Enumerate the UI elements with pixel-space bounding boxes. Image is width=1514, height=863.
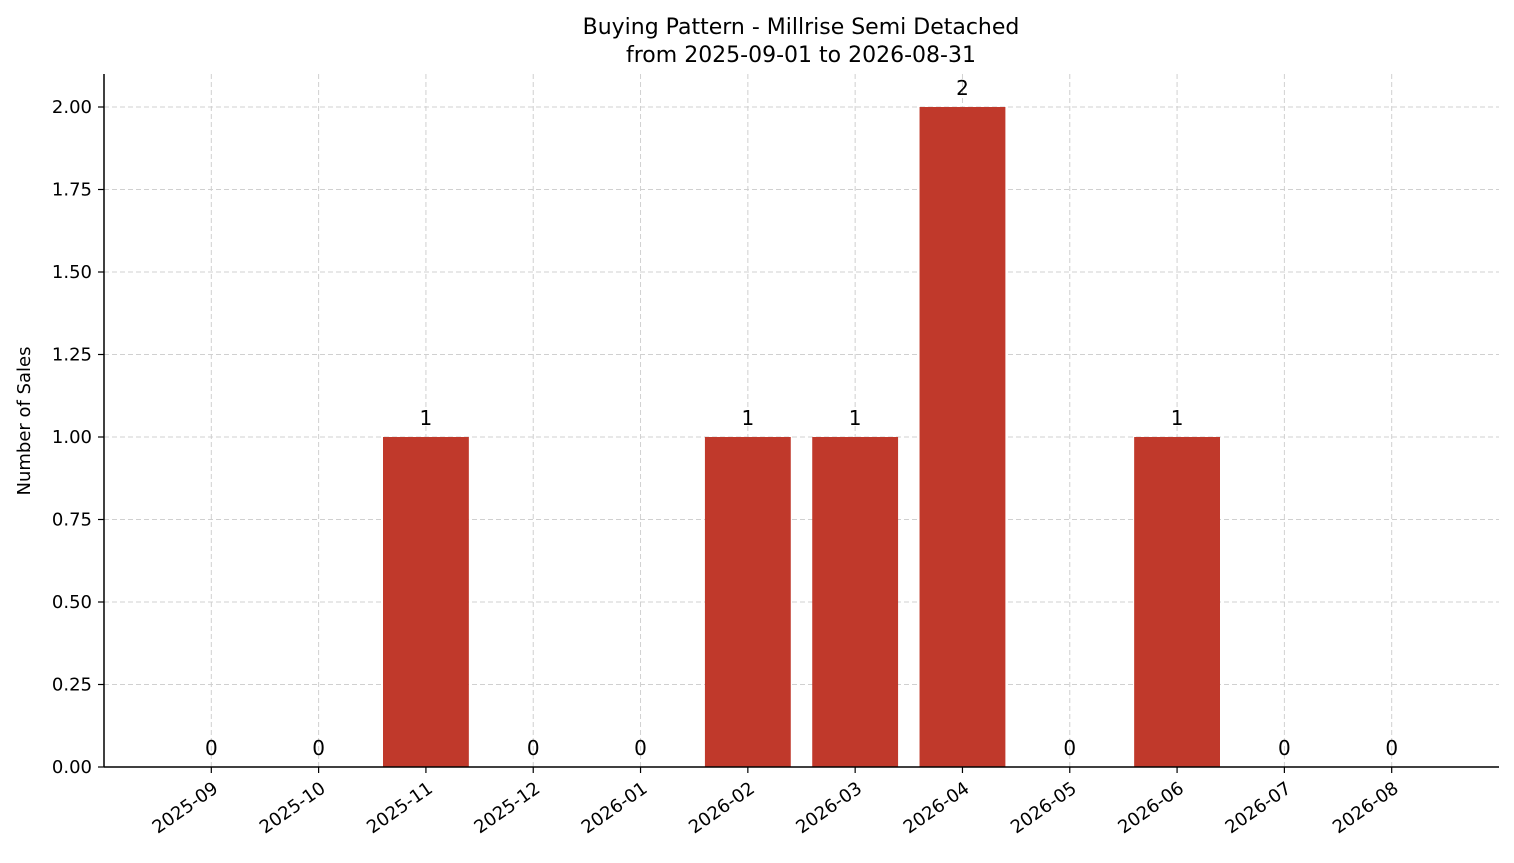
x-tick-label: 2026-06	[1114, 778, 1188, 838]
x-tick-label: 2026-07	[1222, 778, 1296, 838]
bars	[383, 107, 1220, 767]
data-label: 0	[312, 736, 325, 760]
data-label: 1	[741, 406, 754, 430]
x-tick-label: 2025-10	[256, 778, 330, 838]
y-tick-label: 1.50	[52, 262, 92, 283]
data-label: 0	[1063, 736, 1076, 760]
x-tick-label: 2026-03	[792, 778, 866, 838]
bar	[704, 437, 791, 767]
x-tick-label: 2025-11	[363, 778, 437, 838]
data-label: 2	[956, 76, 969, 100]
x-tick-label: 2026-02	[685, 778, 759, 838]
data-label: 1	[849, 406, 862, 430]
y-tick-label: 0.00	[52, 757, 92, 778]
x-tick-label: 2026-05	[1007, 778, 1081, 838]
y-tick-label: 0.50	[52, 592, 92, 613]
data-label: 0	[527, 736, 540, 760]
y-axis-label: Number of Sales	[14, 346, 35, 495]
data-label: 0	[634, 736, 647, 760]
x-tick-label: 2025-12	[470, 778, 544, 838]
bar	[812, 437, 899, 767]
x-tick-label: 2026-01	[578, 778, 652, 838]
bar	[919, 107, 1006, 767]
data-label: 1	[420, 406, 433, 430]
bar	[1134, 437, 1220, 767]
chart-title: Buying Pattern - Millrise Semi Detached	[583, 15, 1020, 40]
y-tick-label: 1.00	[52, 427, 92, 448]
bar	[383, 437, 469, 767]
y-tick-label: 0.25	[52, 675, 92, 696]
chart-subtitle: from 2025-09-01 to 2026-08-31	[626, 43, 976, 68]
y-tick-label: 1.75	[52, 180, 92, 201]
y-tick-label: 1.25	[52, 345, 92, 366]
data-label: 0	[1278, 736, 1291, 760]
data-label: 1	[1171, 406, 1184, 430]
y-tick-label: 2.00	[52, 97, 92, 118]
y-tick-label: 0.75	[52, 510, 92, 531]
x-tick-label: 2026-04	[900, 778, 974, 838]
x-tick-label: 2025-09	[149, 778, 223, 838]
data-label: 0	[1385, 736, 1398, 760]
grid	[104, 74, 1499, 768]
data-label: 0	[205, 736, 218, 760]
x-tick-label: 2026-08	[1329, 778, 1403, 838]
